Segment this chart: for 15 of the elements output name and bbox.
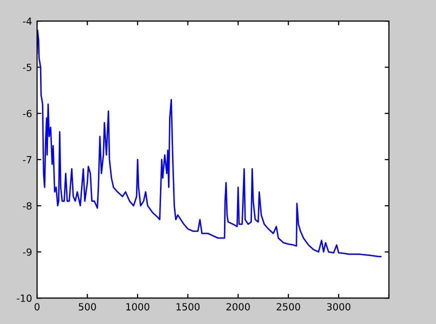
y-tick-label: -9: [22, 248, 32, 256]
x-tick-label: 500: [78, 303, 96, 310]
y-tick-label: -4: [22, 18, 32, 25]
x-tick-label: 1000: [126, 303, 150, 310]
y-tick-label: -5: [22, 64, 32, 72]
y-tick-label: -6: [22, 110, 32, 118]
y-tick-label: -10: [16, 294, 32, 302]
x-tick-label: 0: [34, 303, 40, 310]
y-tick-label: -8: [22, 202, 32, 210]
x-tick-label: 2000: [226, 303, 250, 310]
x-tick-label: 2500: [276, 303, 300, 310]
y-tick-label: -7: [22, 156, 32, 164]
line-series: [37, 30, 382, 258]
x-tick-label: 3000: [327, 303, 350, 310]
x-tick-label: 1500: [176, 303, 200, 310]
